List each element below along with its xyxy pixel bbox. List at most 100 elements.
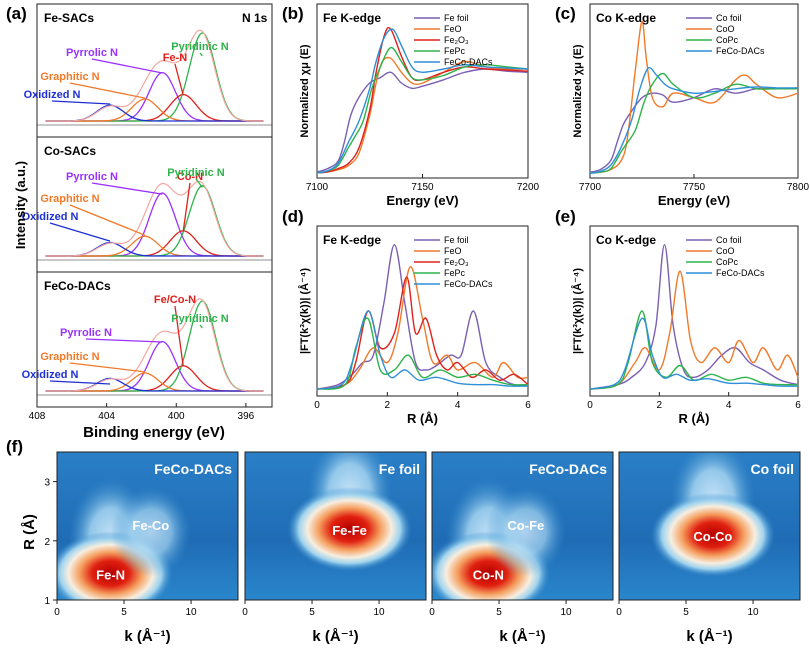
xps-arrow	[49, 380, 111, 385]
y-axis-label: Normalized χμ (E)	[299, 44, 311, 137]
x-axis-label: R (Å)	[678, 411, 709, 426]
wavelet-x-label: k (Å⁻¹)	[124, 628, 170, 645]
wavelet-x-tick-label: 0	[54, 607, 60, 618]
legend-entry: CoO	[716, 24, 735, 34]
panel-label-d: (d)	[282, 207, 304, 226]
x-axis-label: Energy (eV)	[658, 193, 730, 208]
xps-y-label: Intensity (a.u.)	[13, 161, 28, 249]
wavelet-x-tick-label: 0	[616, 607, 622, 618]
wavelet-map-title: FeCo-DACs	[529, 461, 607, 477]
legend-entry: FeCo-DACs	[444, 57, 493, 67]
xps-x-tick-label: 404	[98, 411, 115, 422]
xps-peak-curve	[45, 230, 264, 257]
x-axis-label: Energy (eV)	[386, 193, 458, 208]
wavelet-bond-label: Co-Co	[693, 529, 732, 544]
xps-arrow	[174, 63, 184, 96]
wavelet-x-tick-label: 0	[429, 607, 435, 618]
series-line	[589, 66, 799, 174]
x-tick-label: 4	[455, 400, 461, 411]
xps-sample-name: Co-SACs	[44, 144, 96, 158]
series-line	[589, 87, 799, 173]
legend-entry: Fe₂O₃	[444, 35, 469, 45]
wavelet-map: FeCo-DACs Fe-N Fe-Co 0 5 10 k (Å⁻¹) 1 2 3	[44, 451, 239, 645]
xps-peak-label: Fe-N	[163, 52, 188, 64]
xps-arrow	[195, 178, 203, 188]
series-line	[589, 72, 798, 174]
wavelet-map-title: FeCo-DACs	[154, 461, 232, 477]
series-line	[316, 28, 529, 174]
wavelet-maximum	[650, 492, 775, 577]
xps-peak-label: Oxidized N	[22, 369, 79, 381]
xps-peak-label: Pyrrolic N	[66, 171, 118, 183]
xps-peak-label: Graphitic N	[40, 193, 99, 205]
x-tick-label: 7100	[306, 182, 329, 193]
xps-arrow	[91, 58, 163, 74]
wavelet-x-tick-label: 5	[496, 607, 502, 618]
wavelet-x-label: k (Å⁻¹)	[499, 628, 545, 645]
x-tick-label: 7150	[411, 182, 434, 193]
xps-arrow	[49, 222, 111, 242]
xps-arrow	[51, 100, 111, 105]
series-line	[316, 310, 529, 390]
xps-envelope	[45, 29, 264, 122]
x-tick-label: 7750	[683, 182, 706, 193]
series-line	[589, 243, 799, 390]
xps-arrow	[69, 204, 146, 236]
x-tick-label: 2	[385, 400, 391, 411]
legend-entry: Co foil	[716, 235, 742, 245]
xps-peak-label: Pyridinic N	[171, 41, 229, 53]
legend-entry: CoPc	[716, 257, 739, 267]
xps-peak-curve	[45, 235, 264, 257]
series-line	[316, 26, 529, 174]
plot-frame	[316, 225, 529, 397]
xps-arrow	[91, 182, 163, 195]
legend-entry: Fe foil	[444, 13, 469, 23]
xps-x-tick-label: 408	[29, 411, 46, 422]
x-axis-label: R (Å)	[407, 411, 438, 426]
legend-entry: FeCo-DACs	[716, 46, 765, 56]
wavelet-maximum-weak	[485, 486, 566, 577]
wavelet-bond-label: Fe-Co	[132, 518, 169, 533]
legend-entry: Fe₂O₃	[444, 257, 469, 267]
y-axis-label: |FT(k³χ(k))| (Å⁻⁴)	[571, 268, 584, 354]
xps-envelope	[45, 180, 264, 257]
wavelet-map-title: Fe foil	[379, 461, 420, 477]
chart-e: 0 2 4 6 Co K-edge R (Å) |FT(k³χ(k))| (Å⁻⁴) Co f…	[571, 225, 801, 426]
xps-title: N 1s	[242, 11, 268, 25]
panel-label-e: (e)	[555, 207, 576, 226]
chart-title: Co K-edge	[596, 11, 656, 25]
xps-peak-label: Pyridinic N	[171, 313, 229, 325]
x-tick-label: 7800	[787, 182, 810, 193]
wavelet-frame	[56, 451, 239, 601]
panel-label-c: (c)	[555, 4, 576, 23]
xps-x-tick-label: 400	[168, 411, 185, 422]
panel-label-f: (f)	[6, 437, 23, 456]
wavelet-x-tick-label: 0	[242, 607, 248, 618]
chart-title: Co K-edge	[596, 233, 656, 247]
wavelet-bond-label: Co-N	[473, 567, 504, 582]
legend-entry: Fe foil	[444, 235, 469, 245]
xps-arrow	[85, 338, 163, 343]
plot-frame	[316, 3, 529, 179]
x-tick-label: 4	[726, 400, 732, 411]
series-line	[589, 20, 799, 174]
x-tick-label: 7700	[579, 182, 602, 193]
wavelet-map: Co foil Co-Co 0 5 10 k (Å⁻¹)	[616, 451, 801, 645]
wavelet-maximum-weak	[110, 486, 191, 577]
xps-arrow	[69, 362, 146, 373]
series-line	[316, 56, 529, 174]
y-axis-label: |FT(k³χ(k))| (Å⁻⁴)	[298, 268, 311, 354]
chart-d: 0 2 4 6 Fe K-edge R (Å) |FT(k³χ(k))| (Å⁻⁴) Fe f…	[298, 225, 531, 426]
wavelet-bond-label: Co-Fe	[507, 518, 544, 533]
x-tick-label: 0	[314, 400, 320, 411]
wavelet-y-tick-label: 2	[44, 537, 50, 548]
x-tick-label: 6	[525, 400, 531, 411]
panel-label-b: (b)	[282, 4, 304, 23]
wavelet-map: Fe foil Fe-Fe 0 5 10 k (Å⁻¹)	[242, 451, 427, 645]
xps-sample-name: FeCo-DACs	[44, 279, 111, 293]
xps-arrow	[174, 305, 184, 367]
